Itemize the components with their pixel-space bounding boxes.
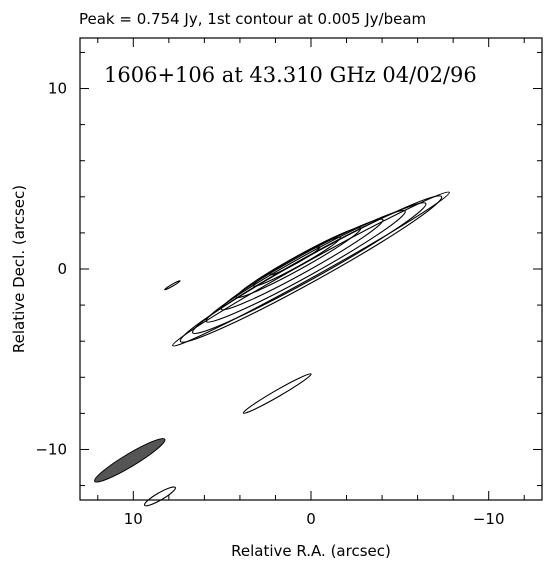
x-tick-label: 0	[306, 510, 316, 528]
axis-ticks	[80, 38, 542, 500]
y-axis-label: Relative Decl. (arcsec)	[10, 185, 28, 353]
feature-contour	[143, 486, 177, 507]
x-tick-label: 10	[124, 510, 143, 528]
plot-header: Peak = 0.754 Jy, 1st contour at 0.005 Jy…	[79, 10, 426, 28]
source-contour	[269, 246, 321, 276]
y-tick-label: −10	[35, 440, 67, 458]
feature-contour	[242, 373, 312, 414]
y-tick-label: 10	[48, 80, 67, 98]
beam-ellipse-group	[94, 438, 166, 483]
feature-contour	[164, 280, 181, 291]
tick-labels: 10 0 −10 10 0 −10	[35, 80, 504, 528]
x-tick-label: −10	[473, 510, 505, 528]
beam-ellipse	[94, 438, 166, 483]
y-tick-label: 0	[57, 260, 67, 278]
source-contour	[205, 209, 406, 323]
contour-lines	[143, 191, 450, 507]
source-contour	[220, 218, 384, 311]
chart-title: 1606+106 at 43.310 GHz 04/02/96	[104, 63, 477, 87]
x-axis-label: Relative R.A. (arcsec)	[231, 542, 391, 560]
source-contour	[191, 202, 427, 334]
